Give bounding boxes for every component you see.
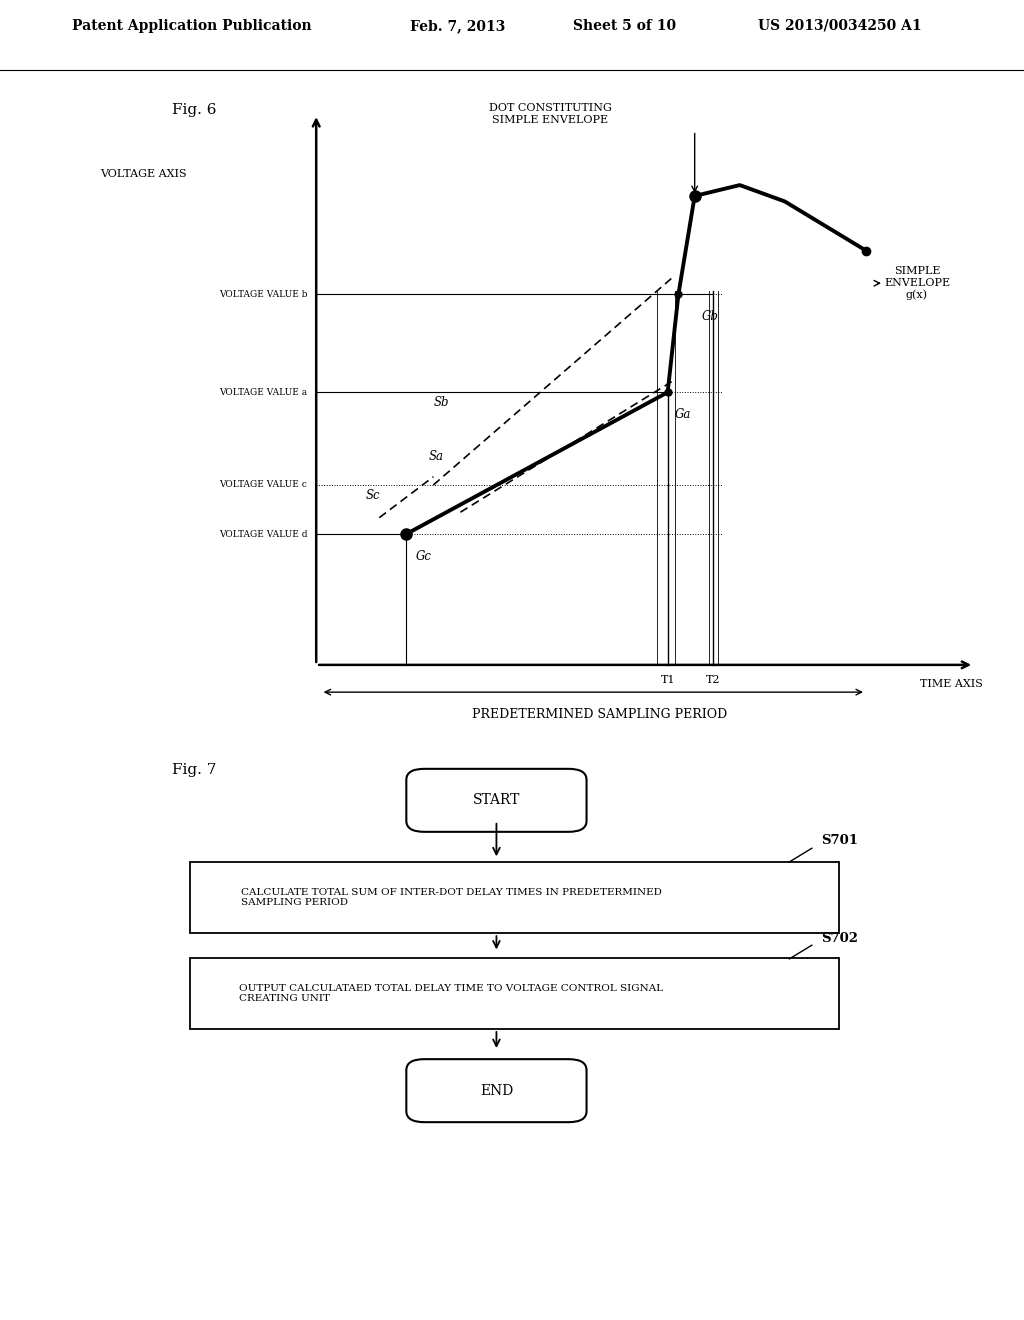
Text: Gb: Gb (701, 310, 719, 323)
Text: START: START (473, 793, 520, 808)
Text: Sc: Sc (366, 488, 380, 502)
Text: Patent Application Publication: Patent Application Publication (72, 18, 311, 33)
Text: VOLTAGE VALUE c: VOLTAGE VALUE c (219, 480, 307, 490)
Text: Sa: Sa (429, 450, 443, 463)
Text: Fig. 7: Fig. 7 (172, 763, 216, 777)
Text: PREDETERMINED SAMPLING PERIOD: PREDETERMINED SAMPLING PERIOD (472, 709, 728, 722)
Text: VOLTAGE VALUE b: VOLTAGE VALUE b (219, 289, 307, 298)
Text: Fig. 6: Fig. 6 (172, 103, 216, 117)
Bar (190, 862, 839, 933)
Text: OUTPUT CALCULATAED TOTAL DELAY TIME TO VOLTAGE CONTROL SIGNAL
CREATING UNIT: OUTPUT CALCULATAED TOTAL DELAY TIME TO V… (240, 983, 664, 1003)
Text: TIME AXIS: TIME AXIS (920, 678, 983, 689)
Text: SIMPLE
ENVELOPE
g(x): SIMPLE ENVELOPE g(x) (884, 267, 950, 300)
Text: DOT CONSTITUTING
SIMPLE ENVELOPE: DOT CONSTITUTING SIMPLE ENVELOPE (489, 103, 612, 125)
Bar (190, 958, 839, 1030)
Text: Sheet 5 of 10: Sheet 5 of 10 (573, 18, 677, 33)
Text: T1: T1 (660, 675, 675, 685)
Text: END: END (480, 1084, 513, 1098)
Text: CALCULATE TOTAL SUM OF INTER-DOT DELAY TIMES IN PREDETERMINED
SAMPLING PERIOD: CALCULATE TOTAL SUM OF INTER-DOT DELAY T… (241, 888, 662, 907)
Text: Gc: Gc (416, 550, 431, 564)
FancyBboxPatch shape (407, 1059, 587, 1122)
Text: T2: T2 (706, 675, 720, 685)
Text: US 2013/0034250 A1: US 2013/0034250 A1 (758, 18, 922, 33)
Text: VOLTAGE AXIS: VOLTAGE AXIS (100, 169, 186, 180)
Text: VOLTAGE VALUE a: VOLTAGE VALUE a (219, 388, 307, 397)
Text: Ga: Ga (675, 408, 691, 421)
Text: VOLTAGE VALUE d: VOLTAGE VALUE d (219, 529, 307, 539)
Text: Feb. 7, 2013: Feb. 7, 2013 (410, 18, 505, 33)
Text: S701: S701 (821, 833, 858, 846)
Text: Sb: Sb (433, 396, 449, 409)
FancyBboxPatch shape (407, 768, 587, 832)
Text: S702: S702 (821, 932, 858, 945)
